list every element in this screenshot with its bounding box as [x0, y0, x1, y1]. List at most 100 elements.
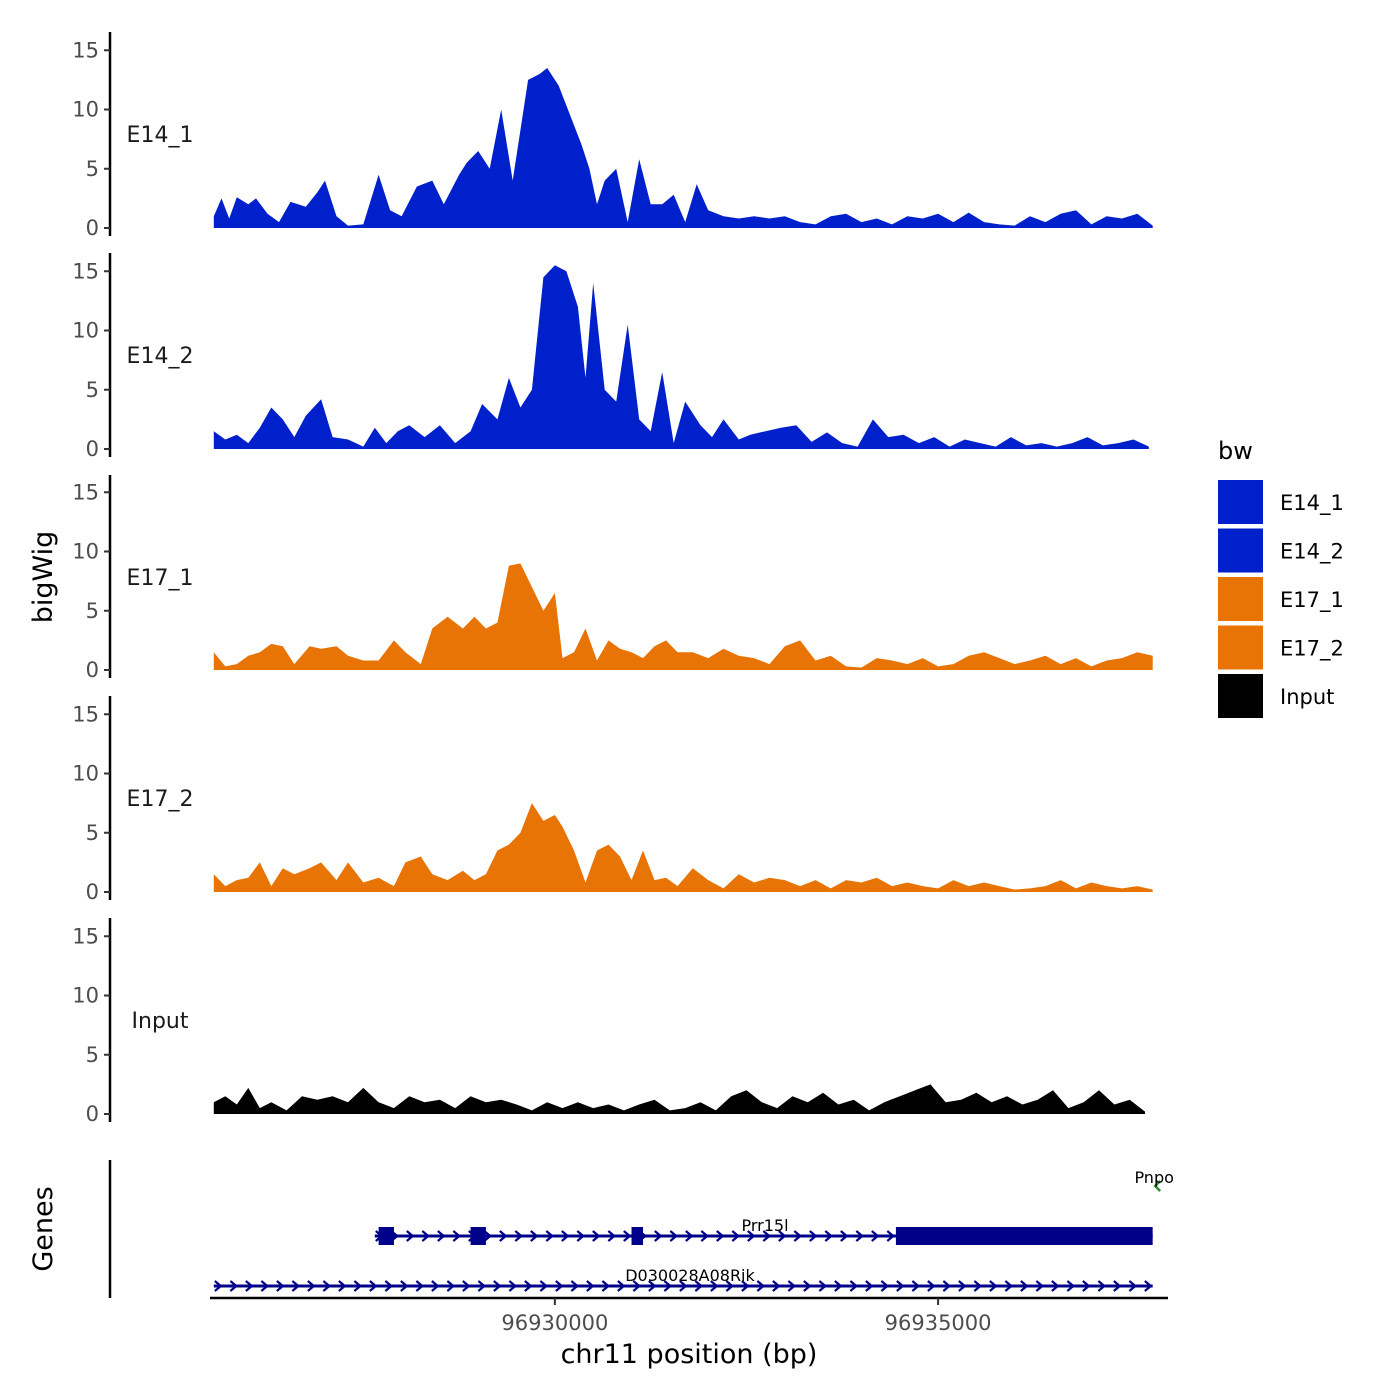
strand-arrow [291, 1280, 301, 1292]
track-e14-1: 0 5 10 15 E14_1 [72, 32, 1153, 240]
signal-area-input [213, 1084, 1146, 1114]
strand-arrow [493, 1280, 502, 1292]
strand-arrow [871, 1230, 880, 1242]
genes-axis-title: Genes [28, 1186, 59, 1271]
exon-block [378, 1227, 394, 1245]
strand-arrow [524, 1280, 533, 1292]
strand-arrow [483, 1230, 492, 1242]
strand-arrow [1097, 1280, 1107, 1292]
strand-arrow [307, 1280, 316, 1292]
strand-arrow [1020, 1280, 1029, 1292]
strand-arrow [1004, 1280, 1014, 1292]
track-label: E14_2 [127, 344, 194, 369]
strand-arrow [508, 1280, 518, 1292]
strand-arrow [539, 1280, 549, 1292]
strand-arrow [865, 1280, 874, 1292]
track-label: Input [132, 1009, 189, 1034]
strand-arrow [973, 1280, 983, 1292]
strand-arrow [824, 1230, 833, 1242]
y-tick-label: 10 [72, 319, 99, 343]
strand-arrow [731, 1230, 740, 1242]
legend-label: E14_1 [1280, 491, 1344, 516]
strand-arrow [648, 1280, 657, 1292]
strand-arrow [229, 1280, 239, 1292]
strand-arrow [353, 1280, 363, 1292]
legend-label: Input [1280, 685, 1334, 709]
exon-block [895, 1227, 1153, 1245]
legend-swatch-e17-1 [1218, 577, 1263, 621]
strand-arrow [632, 1280, 642, 1292]
strand-arrow [623, 1230, 632, 1242]
gene-label: Prr15l [741, 1216, 788, 1235]
signal-area-e14-1 [213, 68, 1153, 228]
strand-arrow [855, 1230, 864, 1242]
strand-arrow [1153, 1180, 1162, 1192]
legend-swatch-e14-1 [1218, 480, 1263, 524]
strand-arrow [322, 1280, 332, 1292]
strand-arrow [818, 1280, 828, 1292]
strand-arrow [1128, 1280, 1138, 1292]
strand-arrow [1113, 1280, 1122, 1292]
strand-arrow [555, 1280, 564, 1292]
x-axis: 96930000 96935000 [210, 1296, 1168, 1335]
y-axis-title: bigWig [28, 531, 59, 624]
y-tick-label: 5 [86, 378, 99, 402]
strand-arrow [570, 1280, 580, 1292]
strand-arrow [260, 1280, 270, 1292]
signal-tracks: 0 5 10 15 E14_1 0 5 10 15 E14_2 0 5 10 15 E17_1 0 5 10 15 E… [72, 32, 1153, 1126]
strand-arrow [530, 1230, 539, 1242]
strand-arrow [617, 1280, 626, 1292]
strand-arrow [586, 1280, 595, 1292]
legend-label: E17_1 [1280, 588, 1344, 613]
y-tick-label: 10 [72, 762, 99, 786]
x-tick-label: 96935000 [885, 1311, 992, 1335]
strand-arrow [245, 1280, 254, 1292]
y-tick-label: 15 [72, 480, 99, 504]
strand-arrow [725, 1280, 735, 1292]
signal-area-e17-2 [213, 803, 1153, 892]
strand-arrow [741, 1280, 750, 1292]
strand-arrow [561, 1230, 570, 1242]
x-axis-title: chr11 position (bp) [561, 1339, 818, 1370]
strand-arrow [592, 1230, 601, 1242]
y-tick-label: 0 [86, 437, 99, 461]
exon-block [631, 1227, 644, 1245]
legend-swatch-input [1218, 674, 1263, 718]
strand-arrow [911, 1280, 921, 1292]
strand-arrow [1066, 1280, 1076, 1292]
strand-arrow [1082, 1280, 1091, 1292]
strand-arrow [834, 1280, 843, 1292]
strand-arrow [669, 1230, 678, 1242]
strand-arrow [793, 1230, 802, 1242]
x-tick-label: 96930000 [501, 1311, 608, 1335]
strand-arrow [927, 1280, 936, 1292]
strand-arrow [601, 1280, 611, 1292]
legend-swatch-e17-2 [1218, 625, 1263, 670]
strand-arrow [710, 1280, 719, 1292]
strand-arrow [694, 1280, 704, 1292]
strand-arrow [886, 1230, 895, 1242]
strand-arrow [880, 1280, 890, 1292]
gene-d030028a08rik: D030028A08Rik [213, 1266, 1153, 1292]
legend: bw E14_1 E14_2 E17_1 E17_2 Input [1218, 437, 1344, 718]
strand-arrow [989, 1280, 998, 1292]
exon-block [470, 1227, 486, 1245]
strand-arrow [607, 1230, 616, 1242]
strand-arrow [499, 1230, 508, 1242]
gene-prr15l: Prr15l [374, 1216, 1153, 1245]
y-tick-label: 10 [72, 540, 99, 564]
legend-swatch-e14-2 [1218, 528, 1263, 573]
y-tick-label: 0 [86, 216, 99, 240]
strand-arrow [942, 1280, 952, 1292]
strand-arrow [462, 1280, 471, 1292]
legend-title: bw [1218, 437, 1253, 465]
gene-track: Pnpo Prr15l D030028A08Rik [108, 1160, 1174, 1298]
y-tick-label: 15 [72, 924, 99, 948]
strand-arrow [446, 1280, 456, 1292]
strand-arrow [849, 1280, 859, 1292]
strand-arrow [840, 1230, 849, 1242]
strand-arrow [431, 1280, 440, 1292]
y-tick-label: 10 [72, 98, 99, 122]
y-tick-label: 0 [86, 658, 99, 682]
